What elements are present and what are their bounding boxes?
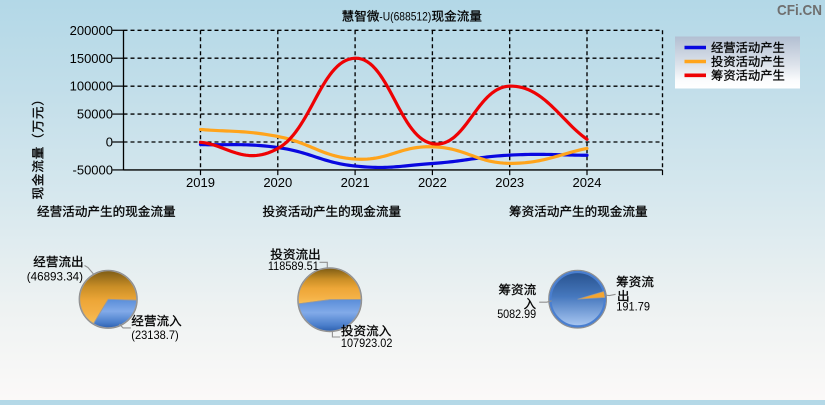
svg-text:-50000: -50000 bbox=[73, 163, 113, 178]
svg-text:2019: 2019 bbox=[186, 175, 215, 190]
svg-text:-U(688512): -U(688512) bbox=[379, 10, 431, 24]
svg-text:2021: 2021 bbox=[341, 175, 370, 190]
svg-text:200000: 200000 bbox=[70, 23, 113, 38]
svg-text:118589.51: 118589.51 bbox=[268, 259, 319, 273]
svg-text:(23138.7): (23138.7) bbox=[131, 328, 178, 342]
svg-text:CFi.CN: CFi.CN bbox=[777, 2, 822, 19]
svg-text:2023: 2023 bbox=[495, 175, 524, 190]
svg-text:2022: 2022 bbox=[418, 175, 447, 190]
svg-text:191.79: 191.79 bbox=[616, 299, 650, 313]
svg-text:2024: 2024 bbox=[573, 175, 602, 190]
svg-text:107923.02: 107923.02 bbox=[341, 336, 393, 350]
svg-text:150000: 150000 bbox=[70, 51, 113, 66]
svg-text:2020: 2020 bbox=[263, 175, 292, 190]
svg-text:100000: 100000 bbox=[70, 79, 113, 94]
svg-text:5082.99: 5082.99 bbox=[497, 307, 536, 321]
svg-text:0: 0 bbox=[106, 135, 113, 150]
svg-text:50000: 50000 bbox=[77, 107, 113, 122]
svg-text:(46893.34): (46893.34) bbox=[27, 269, 83, 283]
